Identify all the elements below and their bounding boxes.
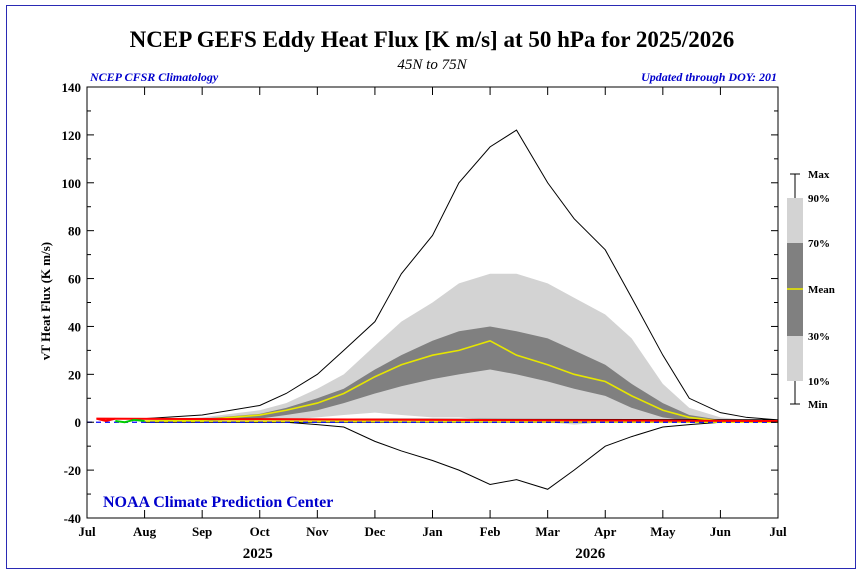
updated-note: Updated through DOY: 201 xyxy=(641,70,777,84)
climatology-note: NCEP CFSR Climatology xyxy=(89,70,219,84)
y-tick-label: 100 xyxy=(62,176,82,191)
plot-area xyxy=(87,129,779,490)
year-label: 2026 xyxy=(575,546,606,562)
y-tick-label: 40 xyxy=(68,319,81,334)
legend-label: Min xyxy=(808,399,828,411)
legend-label: Max xyxy=(808,169,830,181)
min-line xyxy=(144,421,778,490)
mean-line xyxy=(144,339,779,424)
x-tick-label: Oct xyxy=(250,524,271,539)
y-tick-label: -20 xyxy=(64,463,81,478)
observed-green-line xyxy=(115,418,145,424)
legend-label: 90% xyxy=(808,193,830,205)
max-line xyxy=(144,129,779,421)
legend-lower-outer xyxy=(787,336,803,381)
y-tick-label: -40 xyxy=(64,511,81,526)
y-tick-label: 140 xyxy=(62,80,82,95)
x-tick-label: Mar xyxy=(535,524,560,539)
y-axis: -40 -20 0 20 40 60 80 100 120 140 xyxy=(62,80,778,526)
x-tick-label: Feb xyxy=(480,524,501,539)
chart-frame xyxy=(6,5,856,569)
x-tick-label: Nov xyxy=(306,524,329,539)
x-tick-label: Jul xyxy=(78,524,96,539)
x-tick-label: Jan xyxy=(422,524,443,539)
x-tick-label: Dec xyxy=(364,524,385,539)
x-tick-label: Aug xyxy=(133,524,157,539)
band-30-70 xyxy=(144,326,779,423)
x-tick-label: Jul xyxy=(769,524,787,539)
y-axis-label: vT Heat Flux (K m/s) xyxy=(38,242,53,360)
year-label: 2025 xyxy=(243,546,273,562)
legend-label: 70% xyxy=(808,238,830,250)
y-tick-label: 80 xyxy=(68,224,81,239)
legend-label: 30% xyxy=(808,331,830,343)
x-tick-label: Jun xyxy=(710,524,732,539)
x-tick-label: May xyxy=(650,524,676,539)
y-tick-label: 120 xyxy=(62,128,82,143)
x-tick-label: Sep xyxy=(192,524,212,539)
y-tick-label: 0 xyxy=(75,415,82,430)
chart-subtitle: 45N to 75N xyxy=(397,57,467,73)
chart-title: NCEP GEFS Eddy Heat Flux [K m/s] at 50 h… xyxy=(130,27,735,52)
legend-label: 10% xyxy=(808,376,830,388)
noaa-watermark: NOAA Climate Prediction Center xyxy=(103,494,333,511)
observed-red-line xyxy=(96,417,779,423)
y-tick-label: 60 xyxy=(68,272,81,287)
legend-label: Mean xyxy=(808,284,835,296)
x-axis: Jul Aug Sep Oct Nov Dec Jan Feb Mar Apr May Jun Jul 2… xyxy=(78,87,787,562)
legend-upper-outer xyxy=(787,198,803,243)
y-tick-label: 20 xyxy=(68,367,81,382)
legend: Max 90% 70% Mean 30% 10% Min xyxy=(787,169,835,411)
x-tick-label: Apr xyxy=(594,524,617,539)
